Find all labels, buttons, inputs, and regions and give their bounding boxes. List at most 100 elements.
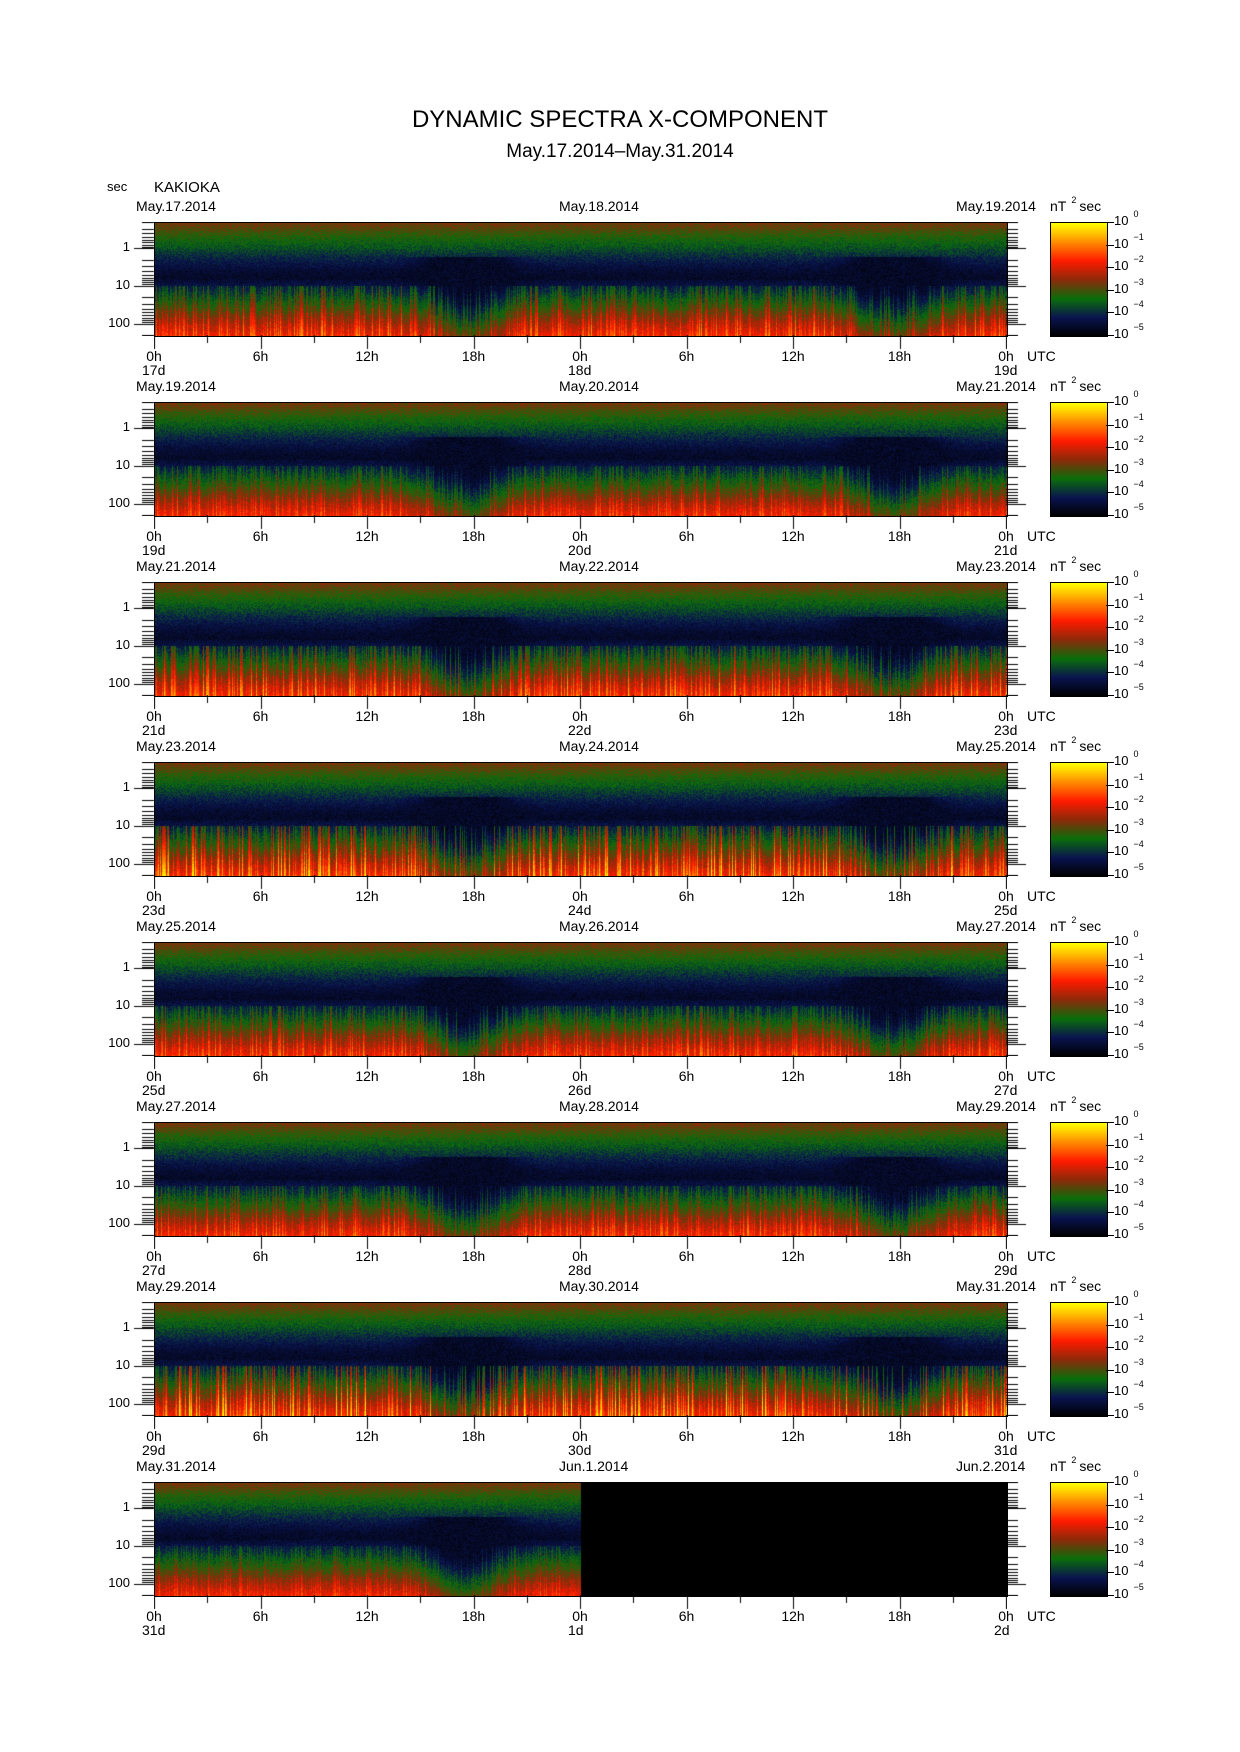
time-tick-label: 12h <box>355 888 379 904</box>
time-tick-label: 12h <box>355 348 379 364</box>
colorbar-tick-exp: −1 <box>1133 1311 1144 1322</box>
colorbar-tick-exp: −5 <box>1133 862 1144 872</box>
colorbar-tick-base: 10 <box>1114 326 1129 341</box>
y-unit-label: sec <box>107 179 128 194</box>
colorbar-tick <box>1106 1302 1114 1303</box>
colorbar-tick-base: 10 <box>1114 1495 1129 1511</box>
colorbar-tick <box>1106 1324 1114 1326</box>
time-tick-label: 18h <box>887 1428 912 1444</box>
colorbar-tick-label: 10 −4 <box>1114 1559 1144 1578</box>
colorbar-tick <box>1106 627 1114 629</box>
time-tick-label: 18h <box>461 708 486 724</box>
day-label: 19d <box>994 362 1018 378</box>
colorbar-tick-base: 10 <box>1114 1406 1129 1421</box>
colorbar-tick-label: 10 −1 <box>1114 1312 1144 1331</box>
colorbar-tick <box>1106 1369 1114 1371</box>
colorbar-tick-label: 10 −3 <box>1114 997 1144 1016</box>
time-tick-label: 12h <box>781 888 805 904</box>
colorbar-tick-label: 10 −3 <box>1114 817 1144 836</box>
colorbar-tick <box>1106 1595 1114 1596</box>
colorbar-tick-exp: −2 <box>1133 254 1144 265</box>
colorbar-tick <box>1106 267 1114 269</box>
colorbar-tick-exp: −3 <box>1133 636 1144 647</box>
panel-date-label: May.30.2014 <box>559 1278 639 1294</box>
colorbar-tick <box>1106 942 1114 943</box>
colorbar-unit-label: nT <box>1050 1458 1067 1474</box>
period-tick-label: 10 <box>115 996 130 1012</box>
colorbar-tick-base: 10 <box>1114 303 1129 319</box>
colorbar-tick-exp: −2 <box>1133 1514 1144 1525</box>
day-label: 24d <box>568 902 592 918</box>
colorbar-tick-exp: −1 <box>1133 411 1144 422</box>
utc-label: UTC <box>1027 348 1056 364</box>
panel-date-label: May.31.2014 <box>136 1458 216 1474</box>
time-tick-label: 0h <box>572 888 588 904</box>
colorbar-unit-label-suffix: sec <box>1079 378 1102 394</box>
time-tick-label: 0h <box>146 1608 162 1624</box>
colorbar-unit: nT 2 sec <box>1050 195 1102 214</box>
colorbar-unit-label-suffix: sec <box>1079 198 1102 214</box>
time-tick-label: 0h <box>998 708 1014 724</box>
time-tick-label: 6h <box>678 528 695 544</box>
colorbar-tick-label: 10 −1 <box>1114 232 1144 251</box>
time-tick-label: 6h <box>678 888 695 904</box>
day-label: 1d <box>568 1622 584 1638</box>
colorbar-tick-exp: −3 <box>1133 1176 1144 1187</box>
period-tick-label: 100 <box>108 1574 130 1590</box>
time-tick-label: 12h <box>355 1248 379 1264</box>
colorbar-tick-label: 10 −2 <box>1114 254 1144 273</box>
colorbar-tick <box>1106 1347 1114 1349</box>
time-tick-label: 0h <box>146 888 162 904</box>
colorbar-tick-label: 10 0 <box>1114 389 1138 408</box>
time-tick-label: 6h <box>252 348 269 364</box>
time-tick-label: 12h <box>781 708 805 724</box>
utc-label: UTC <box>1027 1248 1056 1264</box>
panel-date-label: Jun.1.2014 <box>559 1458 629 1474</box>
period-axis-ticks <box>132 942 1028 1056</box>
time-tick-label: 6h <box>252 1608 269 1624</box>
colorbar-tick-exp: −5 <box>1133 1402 1144 1412</box>
colorbar-tick-exp: −3 <box>1133 276 1144 287</box>
time-tick-label: 0h <box>146 1068 162 1084</box>
colorbar-tick <box>1106 469 1114 471</box>
colorbar-tick-exp: −1 <box>1133 951 1144 962</box>
colorbar <box>1050 1122 1108 1237</box>
colorbar-tick <box>1106 244 1114 246</box>
colorbar-tick-base: 10 <box>1114 843 1129 859</box>
colorbar-tick-label: 10 −4 <box>1114 1379 1144 1398</box>
time-axis-ticks <box>154 1595 1007 1611</box>
colorbar-unit-label-sup: 2 <box>1071 1095 1077 1105</box>
colorbar-tick-exp: −5 <box>1133 1582 1144 1592</box>
colorbar-tick-exp: 0 <box>1133 209 1139 219</box>
colorbar-tick-base: 10 <box>1114 506 1129 521</box>
colorbar-tick-label: 10 −2 <box>1114 794 1144 813</box>
colorbar-tick-exp: −5 <box>1133 502 1144 512</box>
colorbar-tick <box>1106 829 1114 831</box>
colorbar-tick <box>1106 672 1114 674</box>
panel-date-label: May.20.2014 <box>559 378 639 394</box>
colorbar-tick-label: 10 −4 <box>1114 839 1144 859</box>
panel-date-label: May.19.2014 <box>136 378 216 394</box>
period-tick-label: 1 <box>122 599 130 615</box>
colorbar-tick <box>1106 1415 1114 1416</box>
colorbar-tick <box>1106 1235 1114 1236</box>
colorbar-tick <box>1106 1122 1114 1123</box>
colorbar-unit: nT 2 sec <box>1050 735 1101 754</box>
colorbar-tick-exp: −4 <box>1133 1019 1144 1030</box>
colorbar-unit-label-suffix: sec <box>1079 918 1102 934</box>
period-axis-ticks <box>132 1482 1028 1596</box>
time-tick-label: 18h <box>887 1068 912 1084</box>
colorbar-tick-label: 10 −3 <box>1114 1537 1144 1556</box>
time-tick-label: 12h <box>781 1428 805 1444</box>
colorbar-tick-base: 10 <box>1114 618 1129 634</box>
colorbar-tick <box>1106 1527 1114 1529</box>
colorbar-tick-label: 10 0 <box>1114 749 1138 768</box>
panel-date-label: May.25.2014 <box>956 738 1036 754</box>
panel-date-label: May.29.2014 <box>136 1278 216 1294</box>
colorbar-tick <box>1106 582 1114 583</box>
colorbar-tick-exp: −4 <box>1133 1379 1144 1390</box>
day-label: 21d <box>142 722 166 738</box>
colorbar-tick-base: 10 <box>1114 1180 1129 1196</box>
colorbar-tick <box>1106 424 1114 426</box>
colorbar-tick-exp: 0 <box>1133 1289 1139 1299</box>
